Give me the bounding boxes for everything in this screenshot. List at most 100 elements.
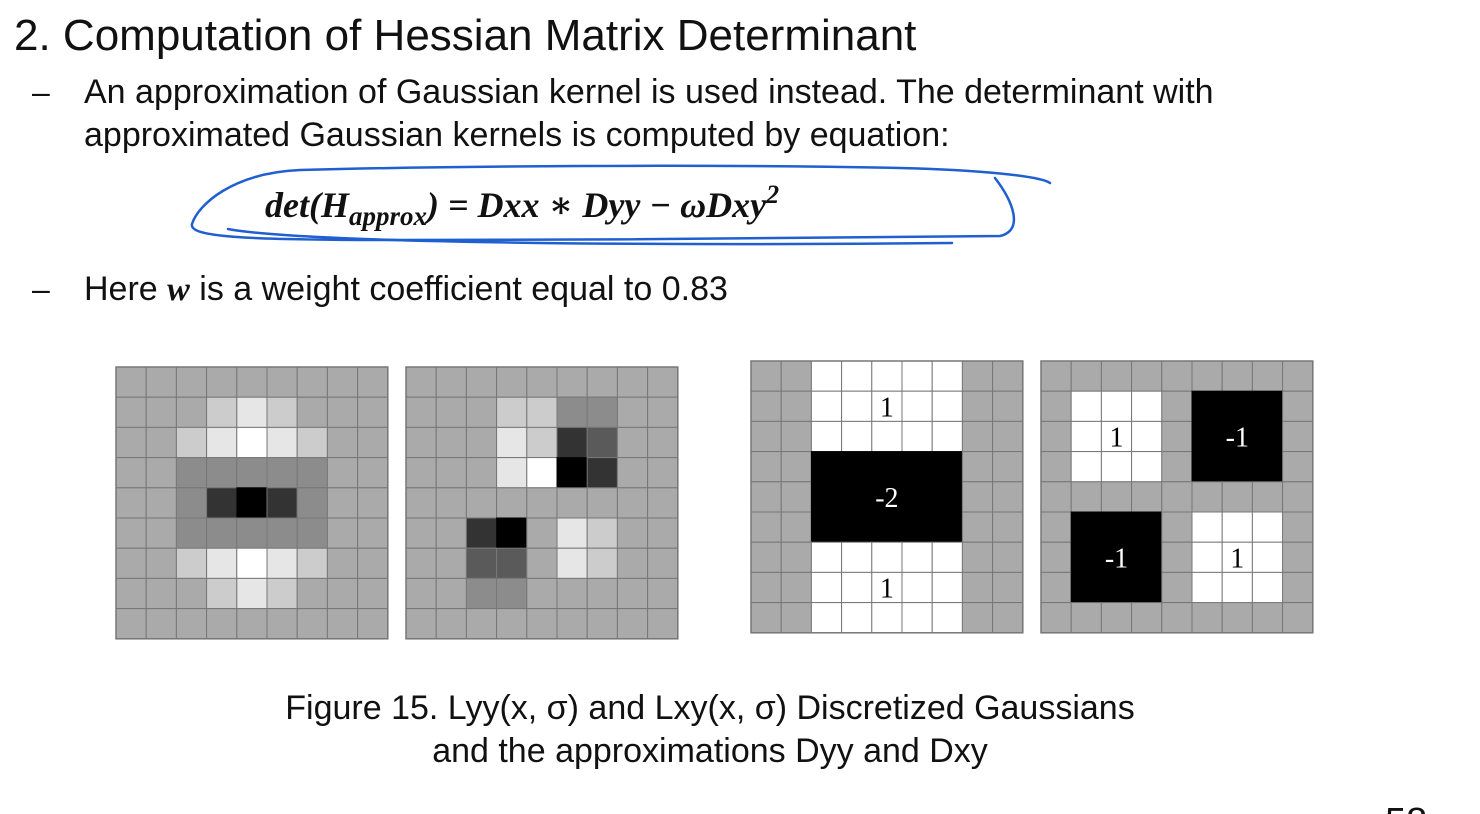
grid-cell [810,481,843,513]
grid-cell [616,517,649,549]
grid-cell [405,396,437,428]
grid-cell [750,390,782,422]
grid-cell [1251,420,1284,453]
grid-cell [266,457,298,489]
grid-cell [586,457,618,489]
grid-cell [810,602,843,634]
grid-cell [175,577,208,610]
grid-cell [435,396,467,428]
grid-cell [1221,360,1253,392]
grid-cell [435,487,467,519]
grid-cell [1100,602,1133,634]
grid-cell [871,420,903,453]
text-emphasis: w [167,271,190,308]
grid-cell [1251,390,1284,422]
slide-title: 2. Computation of Hessian Matrix Determi… [14,11,916,60]
grid-cell [1070,420,1102,453]
grid-cell [326,487,359,519]
grid-cell [465,608,498,640]
grid-cell [586,396,618,428]
eq-superscript: 2 [765,180,779,209]
grid-cell [1221,390,1253,422]
grid-cell [1282,602,1314,634]
grid-cell [1191,541,1223,573]
grid-cell [931,420,963,453]
grid-cell [296,487,328,519]
figure-caption: Figure 15. Lyy(x, σ) and Lxy(x, σ) Discr… [285,689,1134,727]
grid-cell [236,517,268,549]
grid-cell [1282,481,1314,513]
grid-cell [647,547,679,579]
grid-cell [1282,390,1314,422]
grid-cell [992,451,1024,483]
grid-cell [266,396,298,428]
grid-cell [961,420,994,453]
grid-cell [296,547,328,579]
grid-cell [405,577,437,610]
grid-cell [1040,511,1072,543]
grid-cell [1100,511,1133,543]
grid-cell [901,420,933,453]
grid-border [115,366,389,640]
grid-cell [616,577,649,610]
grid-cell [1070,360,1102,392]
grid-cell [526,577,558,610]
grid-cell [992,420,1024,453]
grid-cell [526,457,558,489]
grid-cell [841,360,873,392]
grid-cell [526,487,558,519]
grid-cell [992,360,1024,392]
grid-cell [992,390,1024,422]
grid-cell [1070,481,1102,513]
grid-cell [586,366,618,398]
grid-cell [780,481,812,513]
kernel-grid [405,366,679,640]
grid-cell [931,541,963,573]
grid-cell [1161,571,1193,604]
grid-cell [1282,420,1314,453]
grid-cell [145,366,177,398]
grid-cell [1191,420,1223,453]
grid-cell [465,396,498,428]
grid-cell [556,487,588,519]
grid-cell [1282,541,1314,573]
grid-cell [326,396,359,428]
grid-cell [1100,541,1133,573]
grid-cell [1131,571,1163,604]
grid-cell [357,608,389,640]
grid-cell [496,547,528,579]
grid-cell [296,426,328,459]
grid-cell [810,390,843,422]
cell-label: -1 [1226,423,1249,454]
grid-cell [1040,451,1072,483]
grid-cell [1161,420,1193,453]
grid-cell [780,602,812,634]
grid-cell [586,517,618,549]
grid-cell [1100,481,1133,513]
grid-cell [266,608,298,640]
grid-cell [931,571,963,604]
grid-cell [1040,571,1072,604]
grid-cell [841,390,873,422]
bullet-text: Here w is a weight coefficient equal to … [84,270,728,308]
grid-cell [841,602,873,634]
grid-cell [526,366,558,398]
grid-cell [647,517,679,549]
grid-cell [206,517,238,549]
bullet-text: approximated Gaussian kernels is compute… [84,116,950,154]
grid-cell [1221,451,1253,483]
grid-cell [1251,602,1284,634]
eq-part: ) = Dxx ∗ Dyy − ωDxy [424,185,767,225]
grid-cell [586,608,618,640]
grid-cell [586,547,618,579]
grid-cell [841,420,873,453]
figure-caption: and the approximations Dyy and Dxy [432,732,988,770]
grid-cell [901,541,933,573]
grid-cell [236,577,268,610]
grid-cell [616,457,649,489]
grid-cell [266,547,298,579]
grid-cell [616,608,649,640]
grid-cell [206,457,238,489]
grid-cell [236,547,268,579]
grid-cell [992,571,1024,604]
